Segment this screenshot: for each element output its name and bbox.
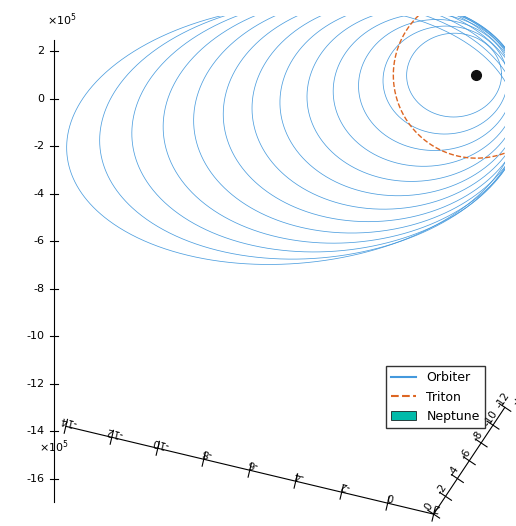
Text: -10: -10 <box>482 408 500 428</box>
Text: -12: -12 <box>105 425 124 439</box>
Text: -12: -12 <box>494 390 512 410</box>
Text: -4: -4 <box>293 469 305 481</box>
Text: -16: -16 <box>26 473 44 483</box>
Text: 0: 0 <box>38 94 44 104</box>
Text: 2: 2 <box>432 502 441 513</box>
Text: 0: 0 <box>386 491 395 502</box>
Text: -6: -6 <box>247 458 259 470</box>
Text: -14: -14 <box>26 426 44 436</box>
Text: -2: -2 <box>34 141 44 151</box>
Text: -4: -4 <box>34 189 44 199</box>
Text: $\times10^5$: $\times10^5$ <box>47 11 77 28</box>
Text: -4: -4 <box>447 464 461 479</box>
Text: -6: -6 <box>34 236 44 246</box>
Legend: Orbiter, Triton, Neptune: Orbiter, Triton, Neptune <box>386 367 485 428</box>
Text: -8: -8 <box>471 429 485 443</box>
Text: 0: 0 <box>423 502 435 512</box>
Text: -12: -12 <box>26 379 44 389</box>
Text: -2: -2 <box>338 480 351 492</box>
Text: -8: -8 <box>201 447 213 459</box>
Text: 2: 2 <box>37 46 44 56</box>
Text: -6: -6 <box>459 447 473 461</box>
Text: -14: -14 <box>59 414 78 428</box>
Text: -10: -10 <box>26 331 44 341</box>
Text: -10: -10 <box>151 436 170 449</box>
Text: -8: -8 <box>34 284 44 294</box>
Text: $\times10^5$: $\times10^5$ <box>512 392 516 409</box>
Text: $\times10^5$: $\times10^5$ <box>39 438 69 455</box>
Text: -2: -2 <box>435 482 449 497</box>
